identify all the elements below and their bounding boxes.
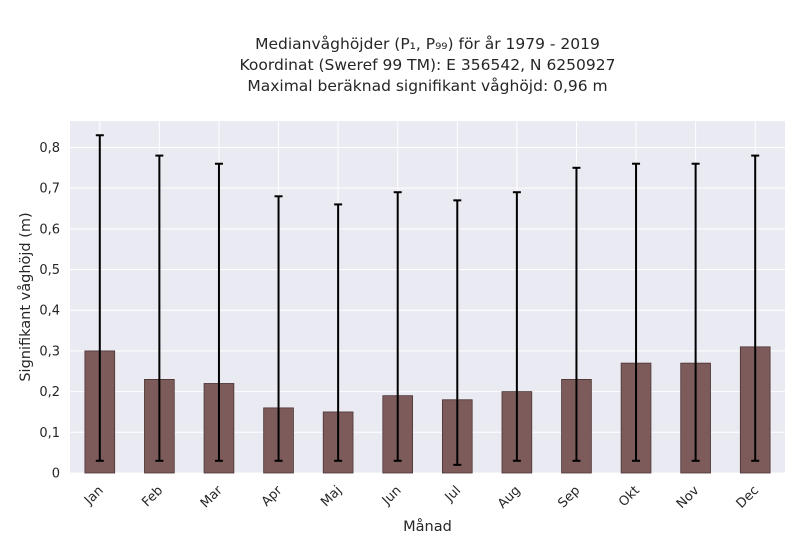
y-tick-label: 0,1: [39, 426, 60, 441]
x-tick-label: Okt: [616, 483, 643, 510]
error-bar-jun: [393, 191, 402, 462]
y-tick-label: 0: [52, 467, 60, 482]
y-tick-label: 0,7: [39, 182, 60, 197]
error-bar-dec: [751, 154, 760, 462]
x-tick-labels: Jan Feb Mar Apr Maj Jun Jul Aug Sep Okt Nov Dec: [81, 483, 762, 512]
error-bar-feb: [155, 154, 164, 462]
chart-title-line-2: Koordinat (Sweref 99 TM): E 356542, N 62…: [239, 56, 616, 74]
error-bar-maj: [334, 203, 343, 462]
y-tick-label: 0,8: [39, 141, 60, 156]
y-tick-label: 0,6: [39, 222, 60, 237]
chart-title-line-1: Medianvåghöjder (P₁, P₉₉) för år 1979 - …: [255, 35, 600, 53]
x-tick-label: Feb: [139, 483, 166, 510]
y-tick-label: 0,4: [39, 304, 60, 319]
x-tick-label: Apr: [259, 483, 286, 510]
error-bar-apr: [274, 195, 283, 462]
y-tick-label: 0,2: [39, 385, 60, 400]
error-bar-aug: [512, 191, 521, 462]
plot-area: [70, 121, 785, 473]
error-bar-sep: [572, 166, 581, 462]
error-bar-jul: [453, 199, 462, 466]
x-tick-label: Sep: [555, 483, 583, 511]
error-bar-nov: [691, 162, 700, 462]
x-tick-label: Mar: [198, 483, 226, 511]
x-tick-label: Dec: [734, 483, 762, 511]
x-tick-label: Aug: [495, 483, 524, 512]
x-tick-label: Jan: [81, 483, 106, 508]
y-tick-labels: 0 0,1 0,2 0,3 0,4 0,5 0,6 0,7 0,8: [39, 141, 60, 482]
y-tick-label: 0,3: [39, 344, 60, 359]
error-bar-jan: [95, 134, 104, 462]
x-axis-label: Månad: [403, 518, 452, 535]
x-tick-label: Jun: [379, 483, 405, 509]
chart-title-line-3: Maximal beräknad signifikant våghöjd: 0,…: [247, 77, 608, 95]
y-axis-label: Signifikant våghöjd (m): [17, 212, 34, 381]
x-tick-label: Jul: [442, 483, 464, 505]
error-bars: [95, 134, 760, 466]
error-bar-mar: [214, 162, 223, 462]
x-tick-label: Maj: [318, 483, 345, 510]
chart-title: Medianvåghöjder (P₁, P₉₉) för år 1979 - …: [70, 34, 785, 97]
error-bar-okt: [632, 162, 641, 462]
x-tick-label: Nov: [674, 483, 703, 512]
y-tick-label: 0,5: [39, 263, 60, 278]
